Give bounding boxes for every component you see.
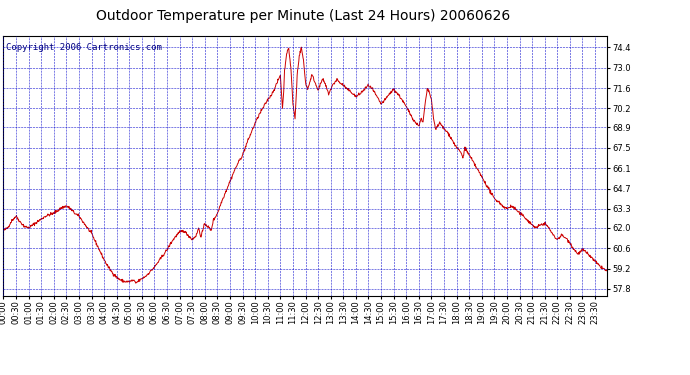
Text: Copyright 2006 Cartronics.com: Copyright 2006 Cartronics.com xyxy=(6,44,162,52)
Text: Outdoor Temperature per Minute (Last 24 Hours) 20060626: Outdoor Temperature per Minute (Last 24 … xyxy=(97,9,511,23)
